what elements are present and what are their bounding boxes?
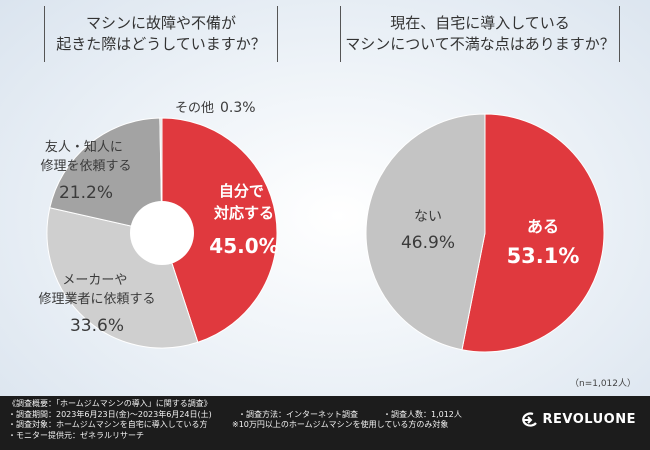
footer-method: ・調査方法：インターネット調査 <box>238 409 358 419</box>
pie-chart-dissatisfaction-labels: ある 53.1% ない 46.9% <box>401 209 579 268</box>
slice-label-friend: 友人・知人に 修理を依頼する <box>40 139 131 174</box>
footer-count: ・調査人数：1,012人 <box>383 409 462 419</box>
slice-value-no: 46.9% <box>401 233 455 253</box>
pie-slice-no <box>365 113 486 351</box>
question-2-box: 現在、自宅に導入している マシンについて不満な点はありますか？ <box>340 6 620 62</box>
brand-logo: REVOLUONE <box>519 412 636 428</box>
slice-label-no: ない <box>414 209 442 225</box>
slice-value-self: 45.0% <box>209 234 278 258</box>
footer-monitor: ・モニター提供元：ゼネラルリサーチ <box>8 430 144 440</box>
slice-value-yes: 53.1% <box>507 244 580 268</box>
question-2-line-1: 現在、自宅に導入している <box>390 14 570 32</box>
logo-text: REVOLUONE <box>542 411 636 427</box>
pie-chart-repair-action <box>46 117 278 349</box>
pie-chart-dissatisfaction <box>365 113 605 353</box>
footer-overview: 《調査概要：「ホームジムマシンの導入」に関する調査》 <box>8 399 212 408</box>
question-1-box: マシンに故障や不備が 起きた際はどうしていますか？ <box>44 6 278 62</box>
slice-value-friend: 21.2% <box>59 183 113 203</box>
question-1-line-2: 起きた際はどうしていますか？ <box>56 35 266 53</box>
question-1-line-1: マシンに故障や不備が <box>85 14 236 32</box>
donut-hole <box>130 201 194 265</box>
footer-target-note: ※10万円以上のホームジムマシンを使用している方のみ対象 <box>232 420 449 429</box>
pie-chart-repair-action-labels: 自分で 対応する 45.0% メーカーや 修理業者に依頼する 33.6% 友人・… <box>38 100 278 336</box>
footer-period: ・調査期間：2023年6月23日(金)〜2023年6月24日(土) <box>8 409 212 419</box>
revoluone-logo-icon <box>521 412 537 427</box>
slice-label-other: その他 <box>175 101 214 116</box>
sample-size-note: （n=1,012人） <box>569 379 636 389</box>
slice-label-maker: メーカーや 修理業者に依頼する <box>38 273 155 307</box>
pie-slice-friend <box>49 117 163 234</box>
slice-value-maker: 33.6% <box>70 316 124 336</box>
survey-footer: 《調査概要：「ホームジムマシンの導入」に関する調査》 ・調査期間：2023年6月… <box>0 396 650 450</box>
slice-value-other: 0.3% <box>220 100 256 116</box>
question-2-line-2: マシンについて不満な点はありますか？ <box>345 35 615 53</box>
pie-slice-self <box>161 117 278 343</box>
pie-slice-yes <box>461 113 605 353</box>
charts-canvas: 自分で 対応する 45.0% メーカーや 修理業者に依頼する 33.6% 友人・… <box>38 100 605 353</box>
slice-label-self: 自分で 対応する <box>213 182 274 222</box>
footer-target: ・調査対象：ホームジムマシンを自宅に導入している方 <box>8 420 208 429</box>
slice-label-yes: ある <box>527 217 559 236</box>
